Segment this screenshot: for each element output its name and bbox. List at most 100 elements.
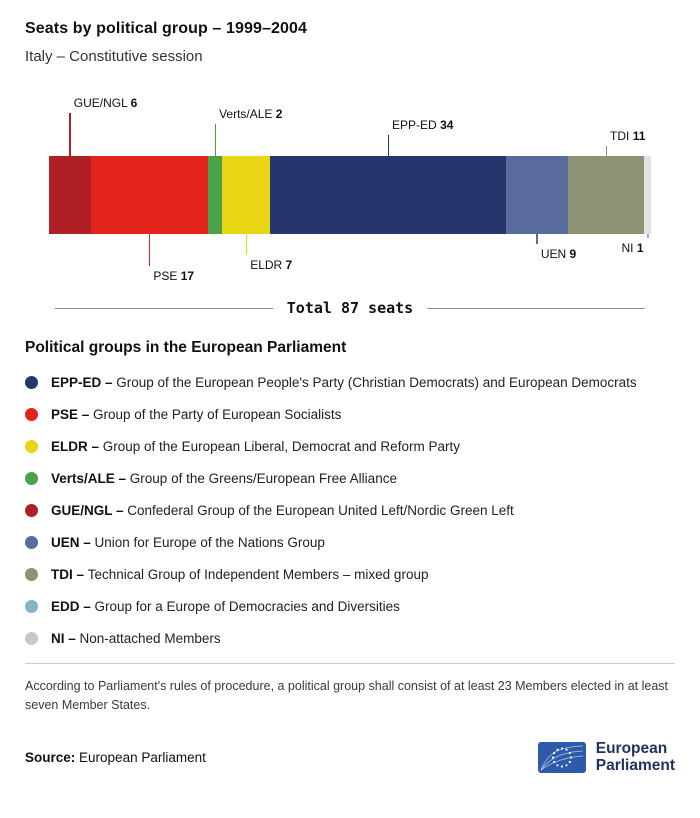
legend-abbr: TDI – [51,567,88,582]
legend-dot-epp-ed [25,376,38,389]
source: Source: European Parliament [25,750,206,765]
ep-logo-text: European Parliament [596,740,675,775]
bar-segment-eldr [221,156,271,234]
legend-text: EPP-ED – Group of the European People's … [51,375,637,390]
bar-label-seats: 7 [285,258,293,272]
legend-desc: Group for a Europe of Democracies and Di… [94,599,400,614]
footnote: According to Parliament's rules of proce… [25,679,668,713]
legend-desc: Group of the Party of European Socialist… [93,407,342,422]
bar-label-seats: 6 [130,96,138,110]
bar-label-tdi: TDI 11 [610,129,645,143]
legend-text: NI – Non-attached Members [51,631,221,646]
bar-label-code: ELDR [250,258,286,272]
bar-label-seats: 17 [180,269,195,283]
bar-segment-gue-ngl [49,156,91,234]
total-rule-right [427,307,645,309]
legend-dot-ni [25,632,38,645]
legend-item-edd: EDD – Group for a Europe of Democracies … [25,599,675,614]
page-subtitle: Italy – Constitutive session [25,48,203,65]
ep-flag-icon [537,741,586,773]
legend-desc: Union for Europe of the Nations Group [94,535,325,550]
callout-line-verts-ale [214,124,217,156]
bar-segment-epp-ed [270,156,506,234]
legend-item-gue-ngl: GUE/NGL – Confederal Group of the Europe… [25,503,675,518]
legend-abbr: UEN – [51,535,95,550]
chart-area: GUE/NGL 6 PSE 17 Verts/ALE 2 ELDR 7 EPP-ED 3… [49,95,651,285]
source-label: Source: [25,749,76,765]
legend-item-pse: PSE – Group of the Party of European Soc… [25,407,675,422]
legend-dot-edd [25,600,38,613]
total-rule-left [55,307,273,309]
legend-dot-uen [25,536,38,549]
legend-text: EDD – Group for a Europe of Democracies … [51,599,400,614]
legend-desc: Non-attached Members [79,631,221,646]
legend-desc: Technical Group of Independent Members –… [87,567,429,582]
bar-label-code: TDI [610,129,633,143]
legend-item-tdi: TDI – Technical Group of Independent Mem… [25,567,675,582]
bar-label-seats: 1 [636,241,644,255]
legend-dot-gue-ngl [25,504,38,517]
bar-label-code: GUE/NGL [73,96,131,110]
bar-segment-uen [505,156,568,234]
legend-desc: Group of the European People's Party (Ch… [116,375,637,390]
callout-line-gue-ngl [69,113,71,156]
bar-label-eldr: ELDR 7 [250,258,292,272]
total-row: Total 87 seats [55,299,645,317]
bottom-row: Source: European Parliament European Par… [25,740,675,775]
callout-line-eldr [245,234,248,255]
legend-item-verts-ale: Verts/ALE – Group of the Greens/European… [25,471,675,486]
legend-dot-pse [25,408,38,421]
bar-label-code: PSE [153,269,181,283]
bar-label-gue-ngl: GUE/NGL 6 [74,96,138,110]
legend-item-eldr: ELDR – Group of the European Liberal, De… [25,439,675,454]
legend-abbr: EPP-ED – [51,375,117,390]
ep-logo-line2: Parliament [595,757,675,775]
total-seats-label: Total 87 seats [286,299,414,317]
bar-label-seats: 2 [275,107,283,121]
legend-abbr: Verts/ALE – [51,471,130,486]
legend-desc: Confederal Group of the European United … [127,503,514,518]
bar-label-ni: NI 1 [622,241,644,255]
bar-segment-verts-ale [208,156,222,234]
legend-abbr: GUE/NGL – [51,503,128,518]
legend-text: PSE – Group of the Party of European Soc… [51,407,341,422]
ep-logo: European Parliament [537,740,675,775]
legend-heading: Political groups in the European Parliam… [25,339,347,356]
legend-item-ni: NI – Non-attached Members [25,631,675,646]
callout-line-tdi [605,146,608,156]
callout-line-ni [647,234,649,238]
ep-logo-line1: European [595,739,668,757]
bar-segment-pse [90,156,209,234]
bar-label-verts-ale: Verts/ALE 2 [219,107,282,121]
legend-text: Verts/ALE – Group of the Greens/European… [51,471,397,486]
bar-label-code: UEN [540,247,570,261]
source-value: European Parliament [79,749,206,765]
bar-segment-tdi [567,156,645,234]
legend-text: GUE/NGL – Confederal Group of the Europe… [51,503,514,518]
divider [25,663,675,664]
legend-abbr: PSE – [51,407,94,422]
header: Seats by political group – 1999–2004 Ita… [0,0,700,65]
legend-dot-verts-ale [25,472,38,485]
star-circle [551,747,572,768]
legend-item-epp-ed: EPP-ED – Group of the European People's … [25,375,675,390]
legend-list: EPP-ED – Group of the European People's … [25,375,675,646]
bar-label-seats: 9 [569,247,577,261]
bar-label-epp-ed: EPP-ED 34 [392,118,453,132]
callout-line-pse [148,234,151,266]
legend: Political groups in the European Parliam… [25,339,675,646]
bar-label-code: EPP-ED [392,118,441,132]
legend-dot-eldr [25,440,38,453]
legend-abbr: EDD – [51,599,95,614]
bar-label-uen: UEN 9 [541,247,576,261]
callout-line-uen [536,234,538,244]
bar-label-pse: PSE 17 [153,269,194,283]
bar-label-seats: 11 [632,129,646,143]
page-title: Seats by political group – 1999–2004 [25,20,307,37]
legend-text: UEN – Union for Europe of the Nations Gr… [51,535,325,550]
bar-segment-ni [644,156,651,234]
bar-label-code: NI [621,241,637,255]
legend-text: ELDR – Group of the European Liberal, De… [51,439,460,454]
legend-desc: Group of the European Liberal, Democrat … [102,439,460,454]
legend-desc: Group of the Greens/European Free Allian… [129,471,397,486]
